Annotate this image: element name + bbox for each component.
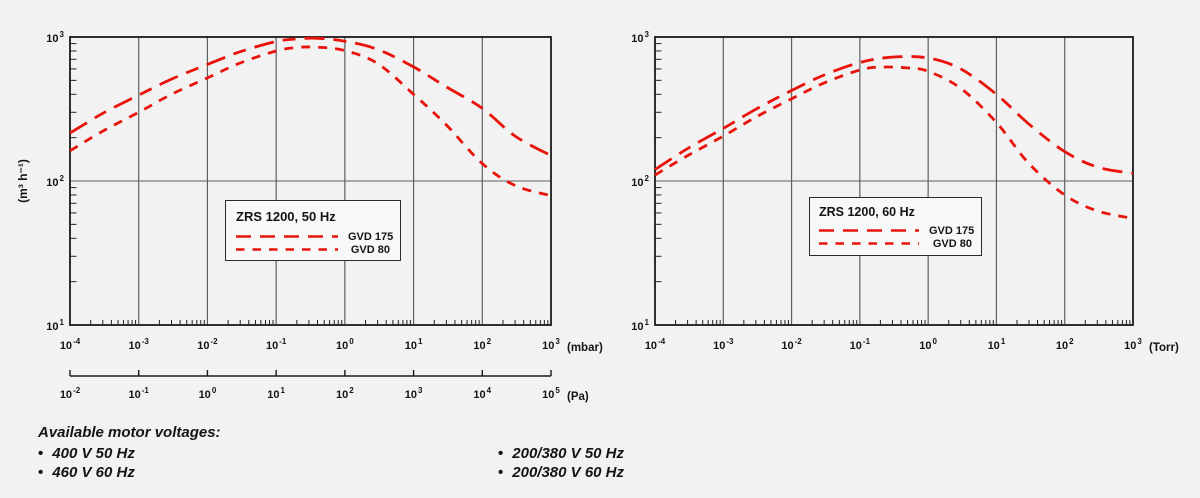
voltage-item: • 460 V 60 Hz <box>38 464 498 483</box>
x-tick-label: 10-2 <box>781 337 802 352</box>
voltage-column-left: • 400 V 50 Hz • 460 V 60 Hz <box>38 445 498 482</box>
x-tick-label: 10-1 <box>266 337 287 352</box>
legend-series-label: GVD 80 <box>350 243 390 256</box>
voltage-text: 200/380 V 60 Hz <box>512 463 625 481</box>
pa-tick-label: 101 <box>267 386 285 401</box>
short-dash-swatch <box>819 242 919 245</box>
x-tick-label: 100 <box>336 337 354 352</box>
pa-tick-label: 100 <box>199 386 217 401</box>
motor-voltages-title: Available motor voltages: <box>38 424 221 441</box>
y-axis-label: (m³ h⁻¹) <box>16 159 30 203</box>
y-tick-label: 102 <box>631 174 649 189</box>
x-axis-unit-label: (Torr) <box>1149 342 1179 354</box>
x-tick-label: 101 <box>405 337 423 352</box>
x-tick-label: 102 <box>1056 337 1074 352</box>
voltage-column-right: • 200/380 V 50 Hz • 200/380 V 60 Hz <box>498 445 798 482</box>
x-axis-unit-label: (mbar) <box>567 342 603 354</box>
bullet-icon: • <box>38 463 44 481</box>
voltage-text: 400 V 50 Hz <box>52 445 135 462</box>
y-tick-label: 102 <box>46 174 64 189</box>
bullet-icon: • <box>38 445 44 462</box>
x-tick-label: 103 <box>1124 337 1142 352</box>
curve-gvd-80 <box>69 45 552 198</box>
legend-title: ZRS 1200, 50 Hz <box>236 209 336 224</box>
pa-tick-label: 103 <box>405 386 423 401</box>
pa-tick-label: 10-2 <box>60 386 81 401</box>
pa-tick-label: 104 <box>473 386 491 401</box>
legend-row-gvd80: GVD 80 <box>819 237 972 250</box>
legend-series-label: GVD 80 <box>932 237 972 250</box>
voltage-text: 200/380 V 50 Hz <box>512 445 625 462</box>
x-tick-label: 10-3 <box>713 337 734 352</box>
chart-zrs-1200-50-hz: 10-4 10-3 10-2 10-1 100 101 102 103 (mbar) 103 102… <box>46 30 603 403</box>
voltage-item: • 200/380 V 50 Hz <box>498 445 798 464</box>
y-tick-label: 103 <box>631 30 649 45</box>
curve-gvd-80 <box>654 65 1134 220</box>
legend-zrs1200-50hz: ZRS 1200, 50 Hz GVD 175 GVD 80 <box>225 200 401 261</box>
bullet-icon: • <box>498 463 504 481</box>
legend-row-gvd80: GVD 80 <box>236 243 390 256</box>
motor-voltages-note: Available motor voltages: • 400 V 50 Hz •… <box>38 424 798 482</box>
curve-gvd-175 <box>69 36 552 157</box>
x-tick-label: 10-1 <box>850 337 871 352</box>
bullet-icon: • <box>498 445 504 462</box>
curve-gvd-175 <box>654 55 1134 175</box>
pa-axis-unit-label: (Pa) <box>567 391 589 403</box>
legend-series-label: GVD 175 <box>348 230 394 243</box>
y-tick-label: 101 <box>631 318 649 333</box>
long-dash-swatch <box>236 235 338 238</box>
x-tick-label: 10-4 <box>60 337 81 352</box>
x-tick-label: 102 <box>473 337 491 352</box>
voltage-item: • 200/380 V 60 Hz <box>498 464 798 483</box>
charts-canvas: 10-4 10-3 10-2 10-1 100 101 102 103 (mbar) 103 102… <box>46 30 1179 403</box>
voltage-item: • 400 V 50 Hz <box>38 445 498 464</box>
x-tick-label: 10-2 <box>197 337 218 352</box>
y-tick-label: 101 <box>46 318 64 333</box>
legend-title: ZRS 1200, 60 Hz <box>819 205 915 219</box>
pa-tick-label: 10-1 <box>129 386 150 401</box>
legend-zrs1200-60hz: ZRS 1200, 60 Hz GVD 175 GVD 80 <box>809 197 982 256</box>
long-dash-swatch <box>819 229 919 232</box>
legend-series-label: GVD 175 <box>929 224 975 237</box>
short-dash-swatch <box>236 248 338 251</box>
pa-tick-label: 102 <box>336 386 354 401</box>
chart-zrs-1200-60-hz: 10-4 10-3 10-2 10-1 100 101 102 103 (Torr) 103 102… <box>631 30 1179 354</box>
y-tick-label: 103 <box>46 30 64 45</box>
legend-row-gvd175: GVD 175 <box>819 224 975 237</box>
x-tick-label: 101 <box>988 337 1006 352</box>
motor-voltages-columns: • 400 V 50 Hz • 460 V 60 Hz • 200/380 V 50 … <box>38 445 798 482</box>
x-tick-label: 10-3 <box>129 337 150 352</box>
plot-border <box>654 36 1134 326</box>
pa-tick-label: 105 <box>542 386 560 401</box>
x-tick-label: 100 <box>919 337 937 352</box>
x-tick-label: 10-4 <box>645 337 666 352</box>
voltage-text: 460 V 60 Hz <box>52 463 135 481</box>
x-tick-label: 103 <box>542 337 560 352</box>
legend-row-gvd175: GVD 175 <box>236 230 394 243</box>
